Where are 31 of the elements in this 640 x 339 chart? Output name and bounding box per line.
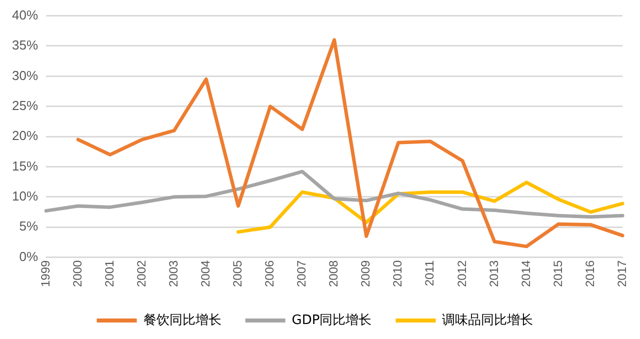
x-tick-label: 2013	[486, 260, 501, 288]
x-tick-label: 2005	[230, 260, 245, 288]
legend-label: 调味品同比增长	[442, 312, 534, 328]
y-tick-label: 25%	[12, 98, 38, 113]
x-tick-label: 2015	[550, 260, 565, 288]
x-tick-label: 2016	[582, 260, 597, 288]
x-tick-label: 2004	[198, 260, 212, 288]
x-tick-label: 2007	[294, 260, 309, 288]
x-tick-label: 2012	[454, 260, 469, 288]
y-tick-label: 15%	[12, 158, 38, 174]
y-tick-label: 35%	[12, 38, 38, 53]
x-tick-label: 2000	[70, 260, 84, 288]
x-tick-label: 1999	[38, 260, 52, 288]
legend-label: GDP同比增长	[292, 312, 372, 328]
x-tick-label: 2006	[262, 260, 277, 288]
y-tick-label: 30%	[12, 68, 38, 83]
y-tick-label: 5%	[19, 218, 38, 234]
x-tick-label: 2001	[102, 260, 116, 288]
x-tick-label: 2008	[326, 260, 341, 288]
x-tick-label: 2011	[422, 260, 437, 286]
y-tick-label: 40%	[12, 7, 38, 22]
legend-label: 餐饮同比增长	[143, 312, 222, 328]
x-tick-label: 2009	[358, 260, 373, 288]
x-tick-label: 2010	[390, 260, 405, 288]
y-tick-label: 10%	[12, 188, 38, 204]
y-tick-label: 0%	[19, 248, 38, 264]
x-tick-label: 2017	[614, 260, 629, 288]
x-tick-label: 2003	[166, 260, 180, 288]
y-tick-label: 20%	[12, 128, 38, 144]
x-tick-label: 2002	[134, 260, 148, 288]
x-tick-label: 2014	[518, 260, 533, 288]
